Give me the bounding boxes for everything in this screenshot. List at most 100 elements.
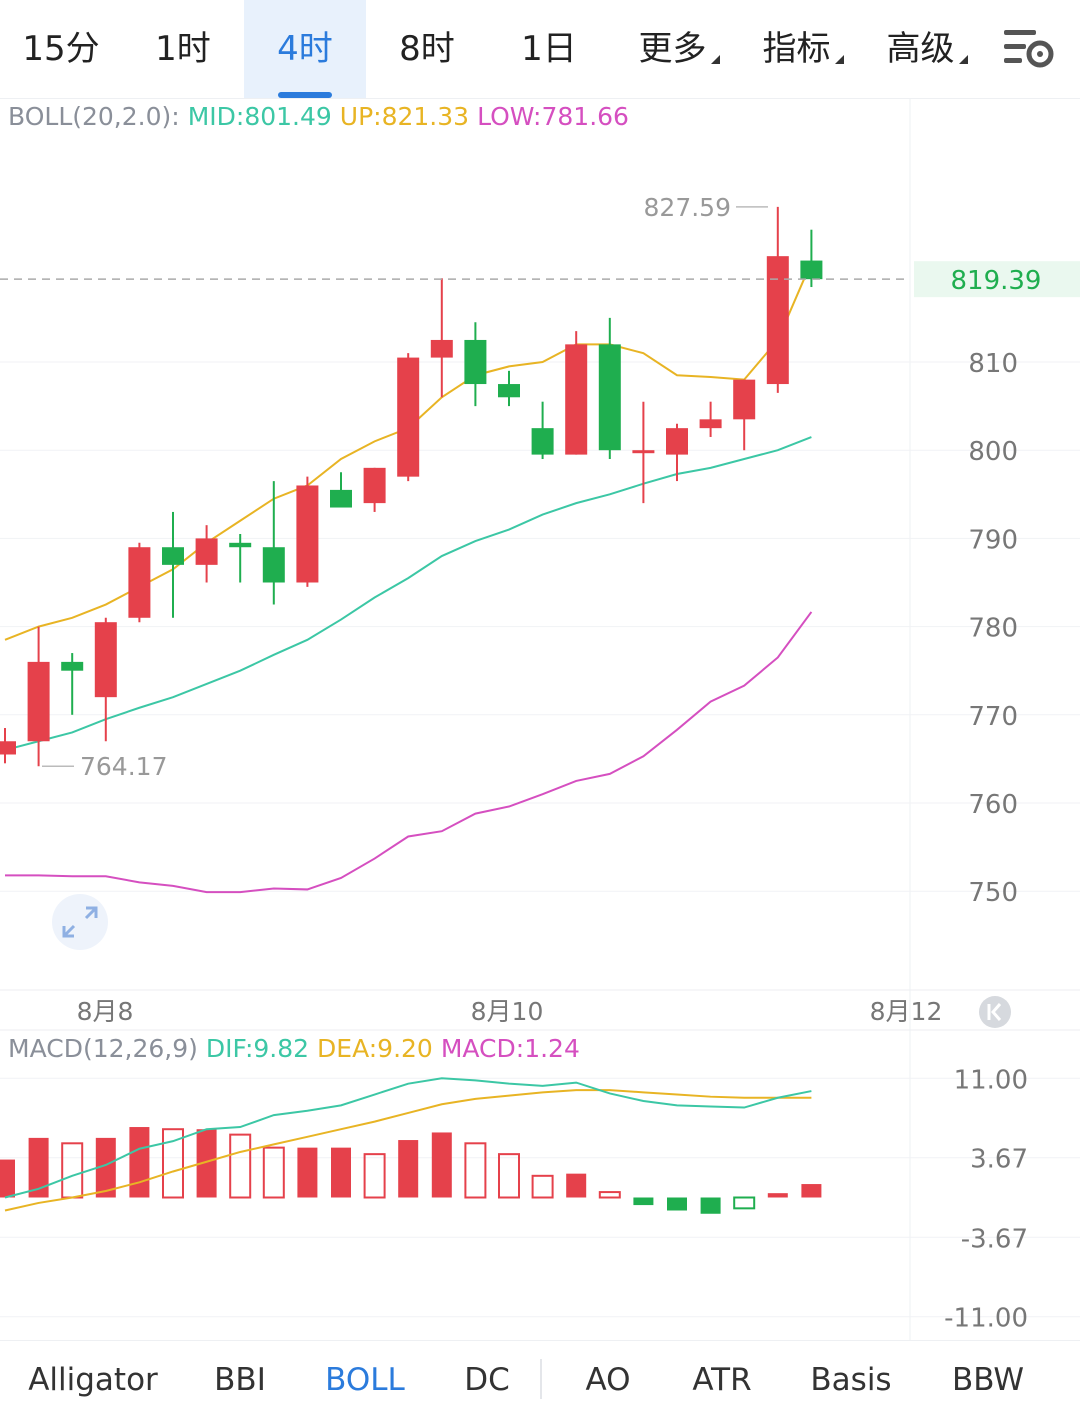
price-axis-label: 780 bbox=[968, 614, 1018, 644]
candle-body bbox=[94, 622, 117, 698]
macd-legend-prefix: MACD(12,26,9) bbox=[8, 1034, 198, 1063]
macd-histogram-bar bbox=[633, 1197, 654, 1206]
tab-more-label: 更多 bbox=[638, 29, 707, 69]
tab-bbw[interactable]: BBW bbox=[951, 1362, 1025, 1398]
tab-basis[interactable]: Basis bbox=[810, 1362, 892, 1398]
macd-histogram-bar bbox=[667, 1197, 687, 1211]
high-marker-label: 827.59 bbox=[644, 193, 731, 222]
macd-axis-label: -3.67 bbox=[961, 1224, 1028, 1254]
candle-body bbox=[0, 741, 16, 755]
candle-body bbox=[531, 428, 554, 455]
tab-8h[interactable]: 8时 bbox=[399, 29, 455, 69]
caret-icon bbox=[710, 55, 720, 64]
caret-icon bbox=[958, 55, 968, 64]
candle-body bbox=[766, 256, 789, 385]
price-axis-label: 750 bbox=[968, 878, 1018, 908]
macd-axis-label: -11.00 bbox=[944, 1304, 1028, 1334]
macd-histogram-bar bbox=[162, 1128, 184, 1199]
tab-1h[interactable]: 1时 bbox=[155, 29, 211, 69]
jump-latest-arrow bbox=[987, 1003, 1002, 1021]
macd-histogram-bar bbox=[431, 1132, 452, 1198]
candle-body bbox=[666, 428, 688, 455]
boll-legend-up: UP:821.33 bbox=[339, 102, 470, 131]
macd-histogram-bar bbox=[262, 1146, 285, 1199]
macd-axis-label: 11.00 bbox=[954, 1065, 1028, 1095]
macd-histogram-bar bbox=[95, 1137, 116, 1198]
macd-histogram-bar bbox=[733, 1196, 756, 1210]
candle-body bbox=[699, 419, 722, 429]
tab-4h[interactable]: 4时 bbox=[244, 0, 366, 98]
expand-icon-bg bbox=[52, 894, 108, 950]
macd-axis-label: 3.67 bbox=[970, 1145, 1028, 1175]
price-axis-label: 810 bbox=[968, 349, 1018, 379]
tab-1d[interactable]: 1日 bbox=[521, 29, 577, 69]
interval-tab-bar: 15分 1时 4时 8时 1日 更多 指标 高级 bbox=[0, 0, 1080, 99]
macd-histogram-bar bbox=[28, 1137, 49, 1198]
chart-settings-icon[interactable] bbox=[1002, 24, 1056, 74]
macd-histogram-bar bbox=[598, 1191, 621, 1199]
boll-low-line bbox=[5, 611, 813, 894]
macd-histogram-bar bbox=[0, 1159, 15, 1198]
macd-dea-line bbox=[4, 1089, 812, 1212]
macd-histogram-bar bbox=[398, 1140, 419, 1198]
macd-histogram-bar bbox=[61, 1142, 84, 1199]
date-axis-label: 8月12 bbox=[870, 997, 943, 1026]
macd-histogram-bar bbox=[566, 1173, 587, 1198]
price-axis-label: 790 bbox=[968, 525, 1018, 555]
macd-histogram-bar bbox=[363, 1153, 386, 1199]
date-axis-label: 8月10 bbox=[471, 997, 544, 1026]
tab-indicators[interactable]: 指标 bbox=[748, 0, 858, 98]
candle-body bbox=[464, 339, 487, 385]
candle-body bbox=[632, 450, 655, 454]
macd-histogram-bar bbox=[700, 1197, 721, 1214]
boll-legend-mid: MID:801.49 bbox=[187, 102, 332, 131]
last-price-tag bbox=[914, 261, 1080, 298]
candle-body bbox=[800, 260, 823, 280]
tab-bbi[interactable]: BBI bbox=[214, 1362, 266, 1398]
candle-body bbox=[598, 344, 621, 451]
tab-atr[interactable]: ATR bbox=[692, 1362, 752, 1398]
price-axis-label: 760 bbox=[968, 790, 1018, 820]
tab-indicators-label: 指标 bbox=[762, 29, 831, 69]
macd-histogram-bar bbox=[129, 1127, 150, 1198]
date-axis-label: 8月8 bbox=[77, 997, 134, 1026]
macd-legend-macd: MACD:1.24 bbox=[440, 1034, 580, 1063]
macd-histogram-bar bbox=[498, 1153, 520, 1199]
tab-dc[interactable]: DC bbox=[464, 1362, 510, 1398]
tab-more[interactable]: 更多 bbox=[624, 0, 734, 98]
macd-histogram-bar bbox=[767, 1193, 788, 1198]
macd-legend: MACD(12,26,9) DIF:9.82 DEA:9.20 MACD:1.24 bbox=[8, 1034, 588, 1063]
boll-legend-prefix: BOLL(20,2.0): bbox=[8, 102, 180, 131]
macd-dif-line bbox=[4, 1077, 812, 1199]
candle-body bbox=[498, 384, 520, 398]
boll-legend-low: LOW:781.66 bbox=[477, 102, 629, 131]
price-axis-label: 770 bbox=[968, 702, 1018, 732]
caret-icon bbox=[834, 55, 844, 64]
tab-advanced[interactable]: 高级 bbox=[872, 0, 982, 98]
last-price-label: 819.39 bbox=[951, 266, 1042, 296]
low-marker-label: 764.17 bbox=[80, 752, 167, 781]
macd-histogram-bar bbox=[801, 1184, 822, 1198]
expand-icon bbox=[62, 906, 98, 938]
candle-body bbox=[195, 538, 218, 565]
tab-advanced-label: 高级 bbox=[886, 29, 955, 69]
macd-legend-dif: DIF:9.82 bbox=[205, 1034, 310, 1063]
price-chart[interactable]: 810 800 790 780 770 760 750 11.00 3.67 -3.67 -11.0… bbox=[0, 98, 1080, 1340]
boll-legend: BOLL(20,2.0): MID:801.49 UP:821.33 LOW:781.… bbox=[8, 102, 637, 131]
tab-ao[interactable]: AO bbox=[585, 1362, 631, 1398]
price-axis-label: 800 bbox=[968, 437, 1018, 467]
divider bbox=[540, 1359, 542, 1399]
macd-histogram-bar bbox=[196, 1129, 217, 1198]
candle-body bbox=[397, 357, 420, 477]
candle-body bbox=[27, 661, 50, 742]
candle-body bbox=[565, 344, 588, 455]
tab-boll[interactable]: BOLL bbox=[325, 1362, 405, 1398]
candle-body bbox=[363, 467, 386, 504]
tab-15min[interactable]: 15分 bbox=[22, 29, 100, 69]
tab-alligator[interactable]: Alligator bbox=[28, 1362, 158, 1398]
candle-body bbox=[229, 542, 252, 548]
indicator-tab-bar: Alligator BBI BOLL DC AO ATR Basis BBW bbox=[0, 1340, 1080, 1423]
candle-body bbox=[61, 661, 84, 671]
candle-body bbox=[262, 547, 285, 583]
candle-body bbox=[430, 339, 453, 358]
